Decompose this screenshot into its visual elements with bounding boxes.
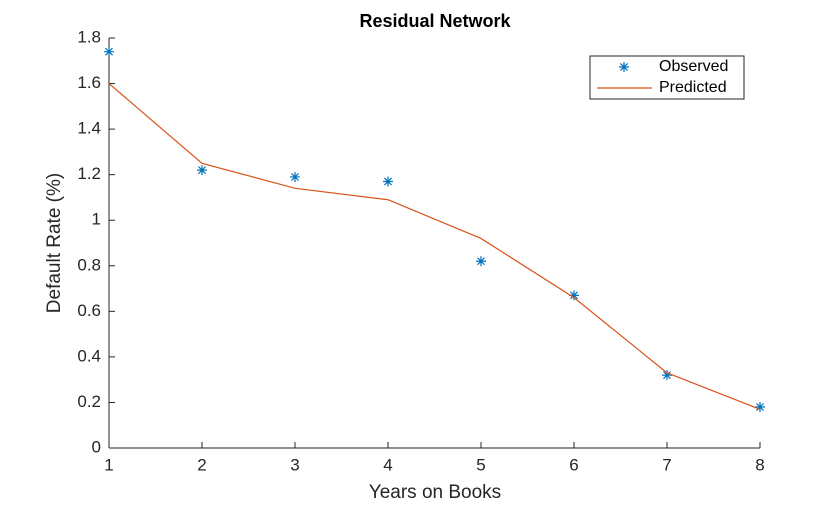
legend-label: Observed bbox=[659, 58, 728, 75]
point-marker bbox=[290, 171, 300, 182]
point-marker bbox=[104, 46, 114, 57]
point-marker bbox=[755, 402, 765, 412]
x-tick-label: 5 bbox=[476, 455, 485, 474]
legend-label: Predicted bbox=[659, 79, 727, 96]
point-marker bbox=[383, 176, 393, 187]
x-tick-label: 8 bbox=[755, 455, 764, 474]
y-tick-label: 0 bbox=[92, 437, 101, 456]
y-tick-label: 0.6 bbox=[77, 301, 101, 320]
point-marker bbox=[662, 370, 672, 381]
point-marker bbox=[476, 256, 486, 267]
x-axis-label: Years on Books bbox=[369, 482, 501, 503]
series-line bbox=[108, 83, 761, 410]
x-tick-label: 4 bbox=[383, 455, 392, 474]
y-tick-label: 0.8 bbox=[77, 255, 101, 274]
y-tick-label: 1.6 bbox=[77, 73, 101, 92]
x-tick-label: 6 bbox=[569, 455, 578, 474]
x-tick-label: 2 bbox=[197, 455, 206, 474]
y-tick-label: 0.4 bbox=[77, 346, 101, 365]
x-tick-label: 3 bbox=[290, 455, 299, 474]
y-tick-label: 0.2 bbox=[77, 392, 101, 411]
y-axis-label: Default Rate (%) bbox=[44, 173, 65, 313]
y-tick-label: 1 bbox=[92, 210, 101, 229]
x-tick-label: 7 bbox=[662, 455, 671, 474]
point-marker bbox=[569, 290, 579, 301]
y-tick-label: 1.4 bbox=[77, 119, 101, 138]
x-tick-label: 1 bbox=[104, 455, 113, 474]
chart-title: Residual Network bbox=[359, 11, 511, 31]
legend-marker bbox=[619, 62, 629, 72]
legend-box bbox=[589, 55, 745, 100]
point-marker bbox=[197, 165, 207, 176]
y-tick-label: 1.8 bbox=[77, 27, 101, 46]
y-tick-label: 1.2 bbox=[77, 164, 101, 183]
